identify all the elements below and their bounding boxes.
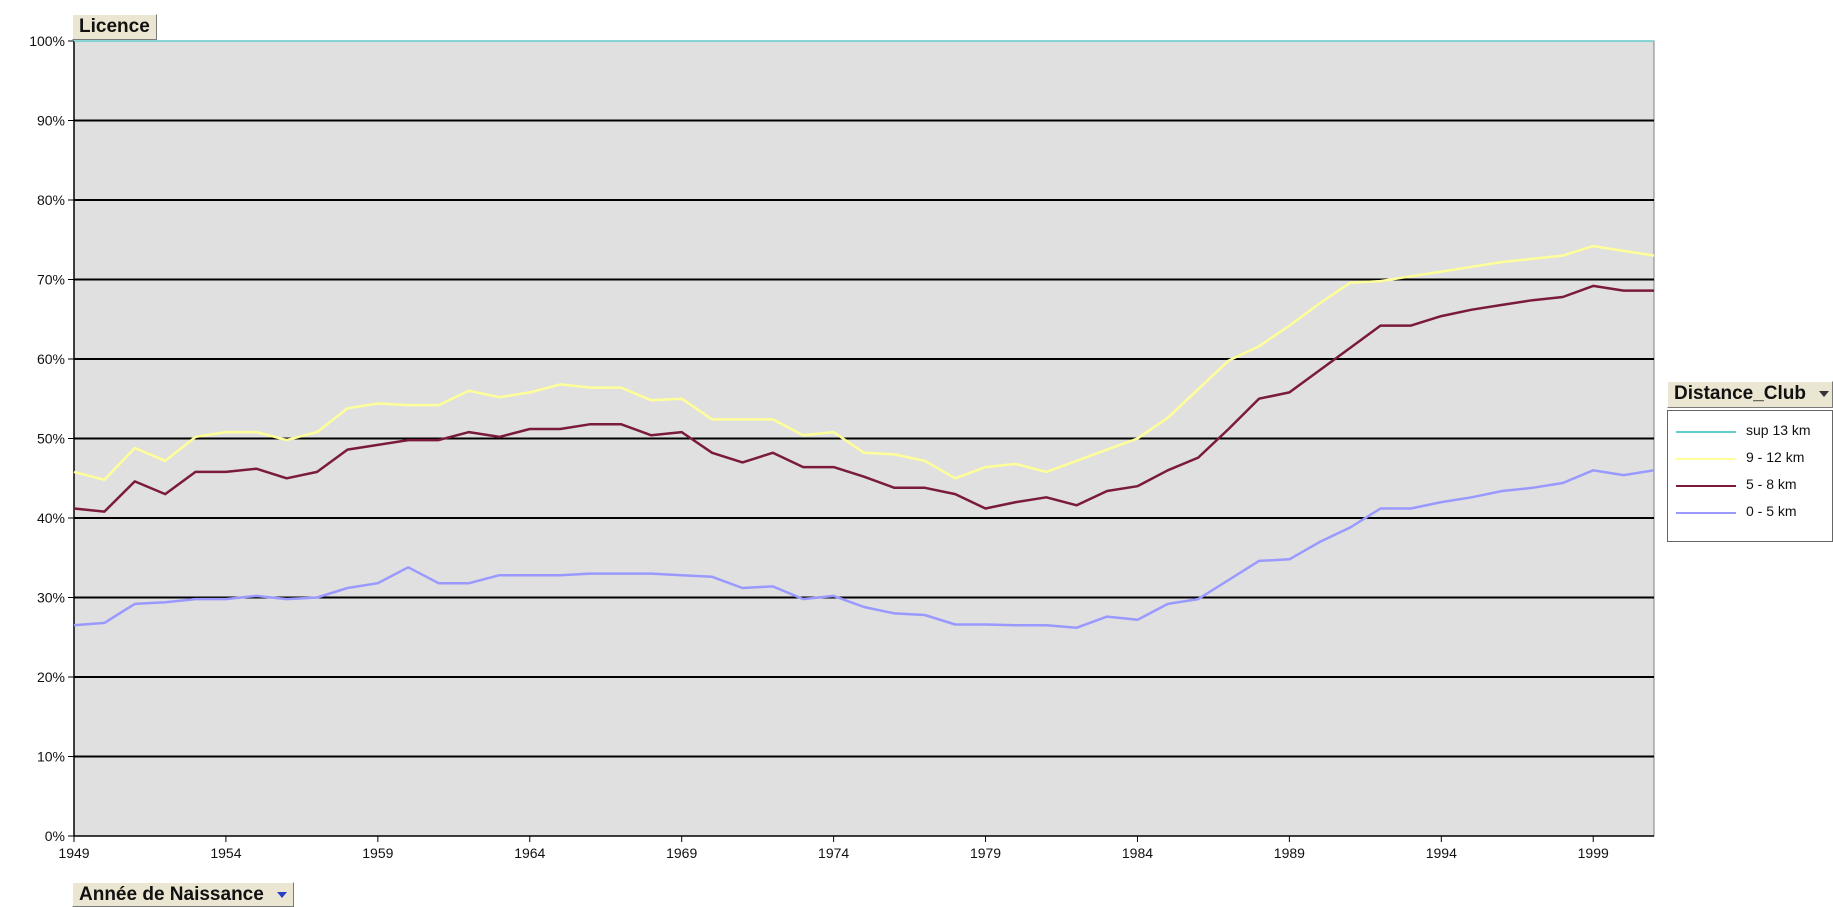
series-lines <box>73 40 1655 629</box>
legend-label: sup 13 km <box>1746 422 1811 438</box>
x-tick-label: 1999 <box>1578 845 1609 861</box>
y-tick-label: 30% <box>37 590 65 606</box>
chevron-down-icon[interactable] <box>277 891 288 898</box>
annee-field-label: Année de Naissance <box>79 884 264 905</box>
legend: sup 13 km 9 - 12 km 5 - 8 km 0 - 5 km <box>1667 410 1833 542</box>
x-tick-label: 1974 <box>818 845 849 861</box>
annee-field-button[interactable]: Année de Naissance <box>72 882 295 907</box>
legend-label: 0 - 5 km <box>1746 503 1797 519</box>
x-tick-label: 1949 <box>58 845 89 861</box>
y-tick-label: 50% <box>37 431 65 447</box>
legend-swatch-sup-13 <box>1676 431 1736 433</box>
x-axis-ticks: 1949 1954 1959 1964 1969 1974 1979 1984 1989 1994… <box>58 836 1609 861</box>
legend-item-sup-13: sup 13 km <box>1676 421 1826 443</box>
chevron-down-icon[interactable] <box>1819 390 1830 397</box>
series-line-9-12-km <box>73 244 1655 482</box>
y-tick-label: 0% <box>45 828 65 844</box>
legend-item-5-8: 5 - 8 km <box>1676 475 1826 497</box>
y-tick-label: 100% <box>29 33 65 49</box>
y-tick-label: 70% <box>37 272 65 288</box>
x-tick-label: 1964 <box>514 845 545 861</box>
x-tick-label: 1994 <box>1426 845 1457 861</box>
y-tick-label: 10% <box>37 749 65 765</box>
legend-item-9-12: 9 - 12 km <box>1676 448 1826 470</box>
legend-label: 5 - 8 km <box>1746 476 1797 492</box>
x-tick-label: 1989 <box>1274 845 1305 861</box>
legend-item-0-5: 0 - 5 km <box>1676 502 1826 524</box>
legend-swatch-9-12 <box>1676 458 1736 460</box>
x-tick-label: 1969 <box>666 845 697 861</box>
licence-field-button[interactable]: Licence <box>72 14 157 40</box>
y-tick-label: 40% <box>37 510 65 526</box>
licence-field-label: Licence <box>79 16 150 37</box>
x-tick-label: 1954 <box>210 845 241 861</box>
y-tick-label: 20% <box>37 669 65 685</box>
distance-field-label: Distance_Club <box>1674 383 1806 404</box>
y-tick-label: 80% <box>37 192 65 208</box>
y-tick-label: 60% <box>37 351 65 367</box>
y-axis-ticks: 0% 10% 20% 30% 40% 50% 60% 70% 80% 90% 100% <box>29 33 74 844</box>
x-tick-label: 1959 <box>362 845 393 861</box>
distance-field-button[interactable]: Distance_Club <box>1667 381 1833 408</box>
series-line-5-8-km <box>73 284 1654 513</box>
legend-swatch-0-5 <box>1676 512 1736 514</box>
series-line-0-5-km <box>73 469 1655 629</box>
legend-swatch-5-8 <box>1676 485 1736 487</box>
x-tick-label: 1979 <box>970 845 1001 861</box>
legend-label: 9 - 12 km <box>1746 449 1805 465</box>
x-tick-label: 1984 <box>1122 845 1153 861</box>
y-tick-label: 90% <box>37 113 65 129</box>
